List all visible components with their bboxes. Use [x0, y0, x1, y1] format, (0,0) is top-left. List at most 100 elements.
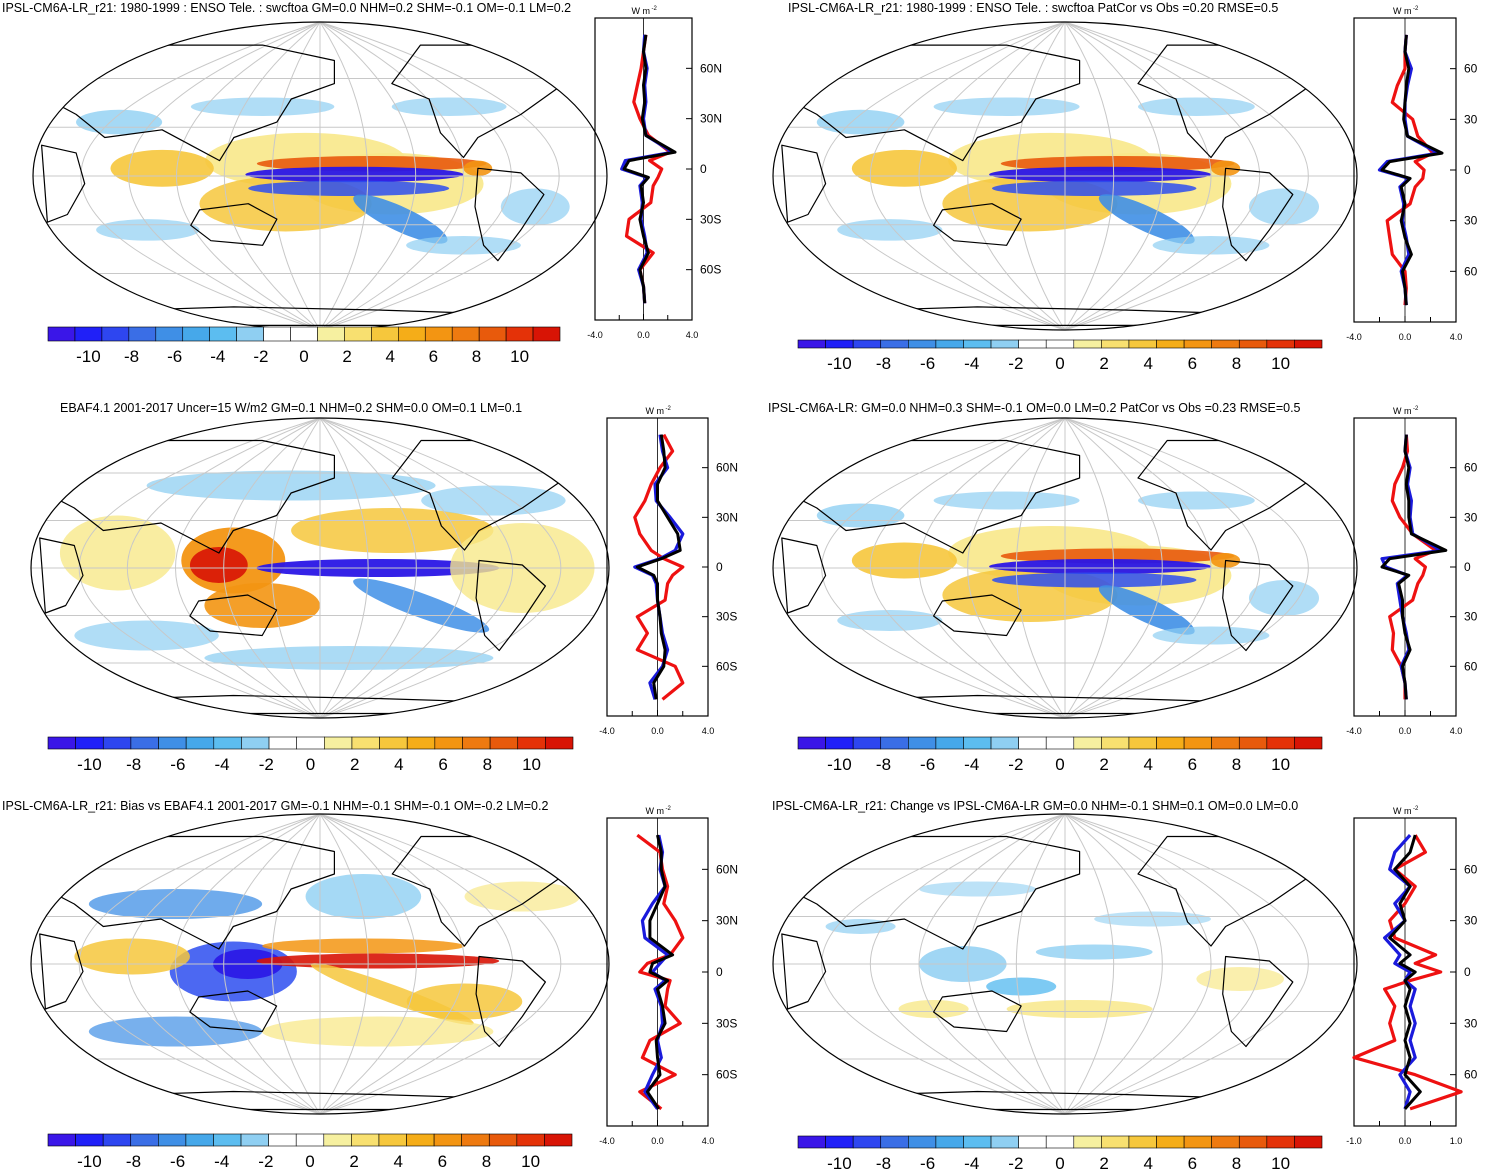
colorbar-swatch — [1211, 1135, 1240, 1149]
zonal-profile: W m -2 60N 30N 0 30S 60S -4.0 0.0 4.0 — [587, 6, 722, 340]
colorbar-swatch — [406, 736, 436, 750]
colorbar-label: -10 — [77, 1152, 102, 1169]
colorbar-swatch — [935, 736, 964, 750]
graticule-lon — [967, 22, 1066, 330]
profile-lat-label: 30N — [716, 914, 738, 928]
colorbar-label: -4 — [210, 347, 225, 366]
colorbar-label: 4 — [394, 1152, 403, 1169]
anomaly-patch — [851, 542, 957, 579]
anomaly-patch — [421, 485, 566, 516]
graticule-lon — [319, 22, 560, 330]
anomaly-patch — [353, 578, 490, 633]
graticule-lon — [821, 22, 1066, 330]
colorbar-swatch — [1128, 1135, 1157, 1149]
colorbar-swatch — [182, 326, 210, 342]
colorbar-label: 6 — [438, 755, 447, 774]
panel-title: EBAF4.1 2001-2017 Uncer=15 W/m2 GM=0.1 N… — [60, 401, 522, 415]
colorbar-label: 10 — [1271, 755, 1290, 774]
coastline — [189, 594, 278, 637]
profile-x-label: -4.0 — [599, 726, 615, 736]
colorbar-swatch — [852, 736, 882, 750]
panel-p6: IPSL-CM6A-LR_r21: Change vs IPSL-CM6A-LR… — [772, 799, 1478, 1169]
colorbar-swatch — [825, 339, 854, 349]
graticule-lon — [918, 418, 1066, 718]
profile-lat-label: 60 — [1464, 862, 1478, 876]
anomaly-patch — [837, 610, 943, 631]
profile-lat-label: 60 — [1464, 62, 1478, 76]
colorbar-swatch — [797, 1135, 826, 1149]
coastline — [933, 990, 1022, 1033]
profile-x-label: 4.0 — [686, 330, 699, 340]
profile-lat-label: 60N — [700, 61, 722, 75]
graticule-lon — [1064, 418, 1212, 718]
graticule-lon — [319, 418, 514, 718]
colorbar-swatch — [880, 1135, 909, 1149]
colorbar-swatch — [1101, 1135, 1130, 1149]
colorbar-label: -6 — [920, 1154, 935, 1169]
profile-series-blue — [633, 434, 685, 700]
profile-series-red — [1385, 34, 1435, 306]
colorbar-label: 6 — [438, 1152, 447, 1169]
colorbar-swatch — [1045, 736, 1075, 750]
colorbar-label: -10 — [827, 1154, 852, 1169]
colorbar-swatch — [908, 736, 937, 750]
panel-title: IPSL-CM6A-LR_r21: 1980-1999 : ENSO Tele.… — [2, 1, 571, 15]
colorbar: -10 -8 -6 -4 -2 0 2 4 6 8 10 — [47, 736, 574, 774]
graticule-lon — [1064, 814, 1163, 1114]
panel-title: IPSL-CM6A-LR_r21: Change vs IPSL-CM6A-LR… — [772, 799, 1298, 813]
colorbar-swatch — [406, 1133, 435, 1147]
colorbar-swatch — [268, 1133, 297, 1147]
colorbar-swatch — [1156, 1135, 1185, 1149]
colorbar-swatch — [1294, 736, 1323, 750]
colorbar-swatch — [1266, 1135, 1295, 1149]
colorbar-swatch — [544, 1133, 573, 1147]
colorbar-label: 0 — [305, 1152, 314, 1169]
colorbar-swatch — [935, 1135, 964, 1149]
graticule-lon — [319, 814, 562, 1114]
anomaly-patch — [189, 547, 248, 583]
profile-x-label: -4.0 — [1346, 332, 1362, 342]
graticule-lon — [176, 22, 321, 330]
colorbar-swatch — [990, 339, 1019, 349]
panel-title: IPSL-CM6A-LR_r21: 1980-1999 : ENSO Tele.… — [788, 1, 1278, 15]
graticule-lon — [1064, 418, 1261, 718]
profile-x-label: 4.0 — [702, 1136, 715, 1146]
graticule-lon — [1064, 22, 1163, 330]
coastline — [189, 990, 278, 1033]
profile-x-label: -4.0 — [587, 330, 603, 340]
zonal-profile: W m -2 60N 30N 0 30S 60S -4.0 0.0 4.0 — [599, 406, 738, 736]
anomaly-patch — [74, 620, 219, 651]
graticule-lon — [319, 22, 416, 330]
profile-series-red — [624, 34, 672, 304]
graticule-lon — [821, 418, 1066, 718]
coastline — [1222, 955, 1294, 1048]
graticule-lon — [1064, 22, 1261, 330]
colorbar-swatch — [825, 1135, 854, 1149]
colorbar-swatch — [351, 1133, 380, 1147]
colorbar-swatch — [128, 326, 157, 342]
profile-x-label: -1.0 — [1346, 1136, 1362, 1146]
colorbar-label: 4 — [1144, 354, 1153, 373]
colorbar-label: 0 — [299, 347, 308, 366]
colorbar-swatch — [1183, 339, 1212, 349]
colorbar-label: 8 — [1232, 1154, 1241, 1169]
coastline — [44, 835, 335, 950]
graticule-lon — [319, 814, 369, 1114]
graticule-lon — [175, 418, 321, 718]
graticule-lon — [1015, 814, 1066, 1114]
graticule-lon — [271, 418, 321, 718]
profile-unit-sup: -2 — [666, 806, 672, 812]
colorbar-swatch — [880, 736, 909, 750]
colorbar-swatch — [451, 326, 480, 342]
profile-lat-label: 30S — [700, 212, 721, 226]
panel-title: IPSL-CM6A-LR_r21: Bias vs EBAF4.1 2001-2… — [2, 799, 548, 813]
colorbar-label: -10 — [76, 347, 101, 366]
profile-lat-label: 60 — [1464, 264, 1478, 278]
colorbar-label: -2 — [259, 755, 274, 774]
profile-lat-label: 30N — [700, 112, 722, 126]
colorbar-swatch — [424, 326, 453, 342]
colorbar-swatch — [213, 736, 242, 750]
colorbar-label: -10 — [77, 755, 102, 774]
colorbar-swatch — [488, 1133, 518, 1147]
anomaly-patch — [1152, 626, 1270, 645]
